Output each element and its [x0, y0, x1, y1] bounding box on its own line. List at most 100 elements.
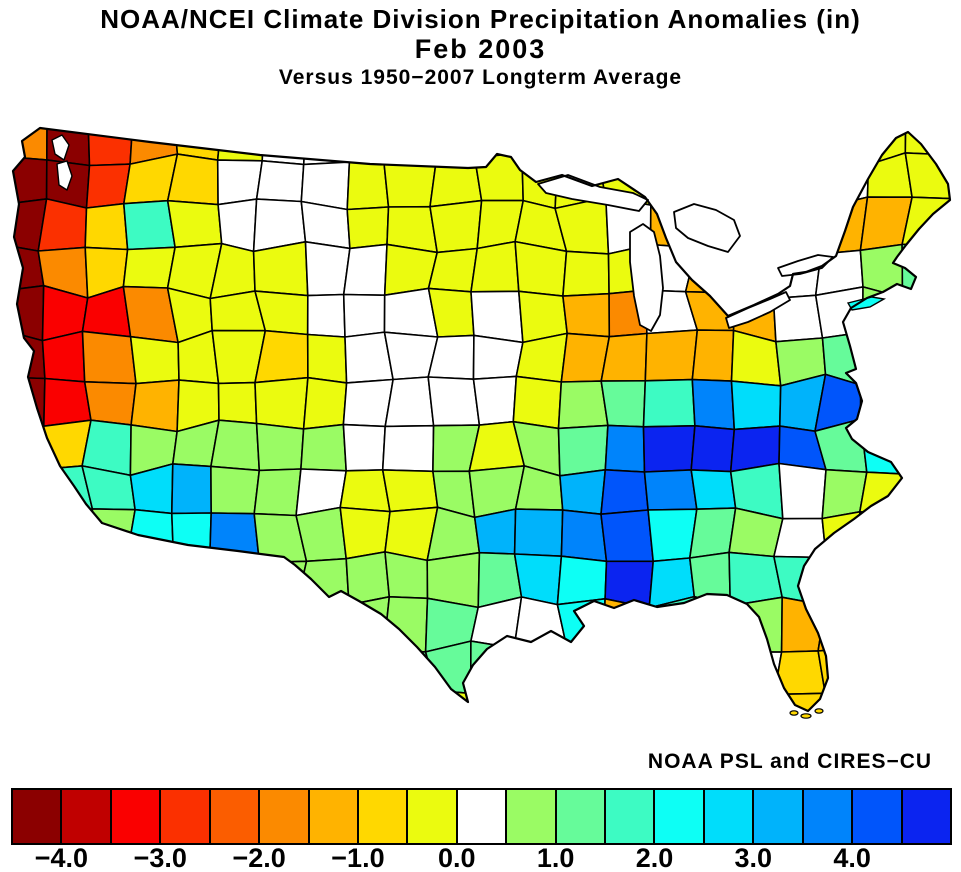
- climate-division-cell: [41, 729, 86, 762]
- page-subtitle-baseline: Versus 1950−2007 Longterm Average: [278, 66, 683, 89]
- climate-division-cell: [517, 66, 564, 114]
- climate-division-cell: [644, 329, 699, 382]
- climate-division-cell: [824, 69, 861, 120]
- climate-division-cell: [814, 286, 864, 339]
- climate-division-cell: [817, 598, 867, 652]
- climate-division-cell: [516, 731, 566, 762]
- climate-division-cell: [900, 290, 950, 340]
- climate-division-cell: [561, 641, 605, 695]
- climate-division-cell: [909, 551, 950, 602]
- climate-division-cell: [219, 647, 265, 697]
- climate-division-cell: [342, 293, 386, 338]
- climate-division-cell: [953, 110, 961, 160]
- colorbar-tick-label: 1.0: [536, 843, 575, 872]
- climate-division-cell: [133, 68, 173, 114]
- climate-division-cell: [0, 377, 4, 430]
- climate-division-cell: [820, 687, 870, 711]
- climate-division-cell: [692, 595, 738, 654]
- climate-division-cell: [514, 240, 568, 297]
- climate-division-cell: [778, 462, 827, 520]
- climate-division-cell: [945, 68, 961, 117]
- climate-division-cell: [13, 425, 45, 471]
- climate-division-cell: [173, 70, 222, 110]
- climate-division-cell: [435, 738, 481, 762]
- climate-division-cell: [126, 729, 177, 762]
- climate-division-cell: [384, 738, 437, 762]
- colorbar-cell: [900, 790, 951, 843]
- climate-division-cell: [168, 642, 223, 697]
- climate-division-cell: [342, 67, 392, 120]
- climate-division-cell: [85, 729, 127, 762]
- climate-division-cell: [381, 469, 439, 513]
- colorbar-cell: [455, 790, 506, 843]
- climate-division-cell: [83, 380, 137, 426]
- climate-division-cell: [943, 555, 950, 602]
- climate-division-cell: [346, 206, 390, 250]
- climate-division-cell: [859, 75, 906, 117]
- us-outline: [11, 126, 952, 713]
- climate-division-cell: [901, 196, 950, 246]
- climate-division-cell: [212, 596, 265, 652]
- climate-division-cell: [166, 199, 223, 249]
- page-subtitle-date: Feb 2003: [414, 34, 547, 64]
- climate-division-cell: [642, 378, 696, 428]
- climate-division-cell: [774, 68, 824, 120]
- climate-division-cell: [88, 67, 135, 120]
- climate-division-cell: [731, 691, 776, 711]
- climate-division-cell: [470, 128, 525, 159]
- climate-division-cell: [168, 691, 221, 711]
- climate-division-cell: [13, 511, 45, 559]
- great-lake: [629, 223, 664, 332]
- climate-division-cell: [210, 465, 261, 515]
- climate-division-cell: [684, 128, 742, 165]
- colorbar-cell: [109, 790, 160, 843]
- climate-division-cell: [953, 155, 961, 203]
- climate-division-cell: [127, 641, 180, 693]
- florida-keys: [814, 708, 824, 714]
- climate-division-cell: [947, 197, 950, 253]
- climate-division-cell: [773, 517, 827, 559]
- climate-division-cell: [557, 424, 609, 477]
- colorbar-cell: [406, 790, 456, 843]
- climate-division-cell: [382, 595, 429, 653]
- climate-division-cell: [171, 512, 212, 559]
- climate-division-cell: [0, 599, 3, 651]
- climate-division-cell: [122, 246, 176, 289]
- climate-division-cell: [217, 381, 258, 425]
- climate-division-cell: [299, 68, 352, 120]
- colorbar-cell: [851, 790, 901, 843]
- climate-division-cell: [258, 65, 307, 118]
- us-precip-anomaly-map: [0, 65, 961, 762]
- climate-division-cell: [859, 418, 908, 475]
- colorbar-cell: [505, 790, 555, 843]
- climate-division-cell: [905, 70, 955, 117]
- climate-division-cell: [342, 423, 387, 472]
- climate-division-cell: [732, 243, 778, 300]
- climate-division-cell: [427, 247, 479, 293]
- climate-division-cell: [300, 200, 351, 250]
- climate-division-cell: [381, 424, 435, 473]
- climate-division-cell: [302, 376, 348, 430]
- climate-division-cell: [306, 293, 346, 338]
- climate-division-cell: [562, 250, 610, 297]
- great-lake: [537, 174, 649, 212]
- colorbar-cell: [356, 790, 407, 843]
- climate-division-cell: [858, 687, 913, 711]
- climate-division-cell: [773, 650, 827, 696]
- climate-division-cell: [126, 508, 175, 557]
- climate-division-cell: [900, 334, 950, 386]
- climate-division-cell: [643, 469, 698, 511]
- climate-division-cell: [470, 290, 524, 344]
- climate-division-cell: [597, 128, 651, 163]
- climate-division-cell: [557, 66, 611, 114]
- climate-division-cell: [903, 687, 950, 711]
- climate-division-cell: [42, 377, 92, 428]
- colorbar-cell: [208, 790, 259, 843]
- climate-division-cell: [0, 737, 1, 762]
- climate-division-cell: [859, 331, 908, 386]
- colorbar-cell: [653, 790, 703, 843]
- climate-division-cell: [130, 379, 180, 433]
- climate-division-cell: [556, 555, 608, 606]
- climate-division-cell: [947, 464, 950, 515]
- climate-division-cell: [738, 68, 781, 118]
